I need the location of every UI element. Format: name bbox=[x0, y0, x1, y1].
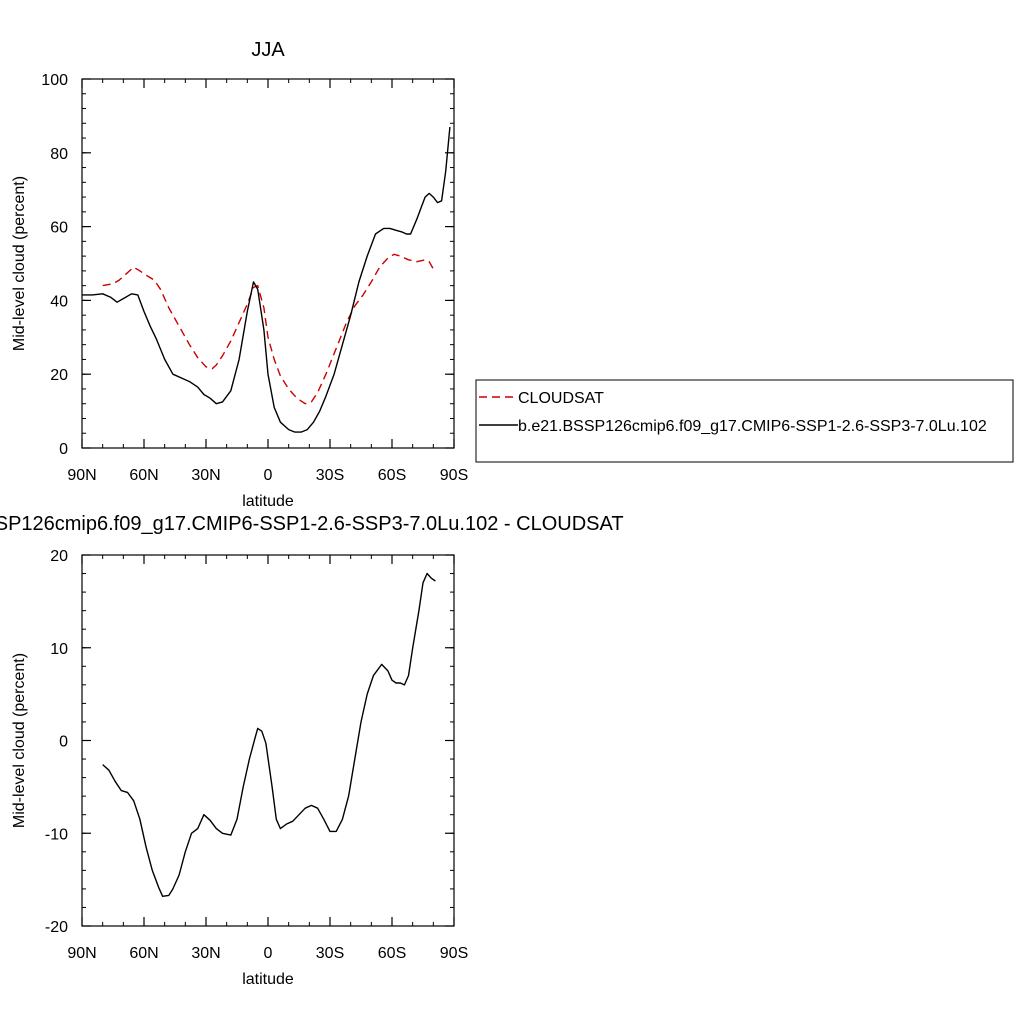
y-axis-label: Mid-level cloud (percent) bbox=[11, 653, 28, 828]
y-tick-label: -10 bbox=[45, 826, 68, 843]
y-tick-label: 100 bbox=[41, 72, 68, 89]
x-tick-label: 60N bbox=[129, 945, 158, 962]
x-tick-label: 30N bbox=[191, 467, 220, 484]
y-tick-label: 80 bbox=[50, 146, 68, 163]
legend-box bbox=[475, 379, 1014, 463]
x-tick-label: 0 bbox=[264, 945, 273, 962]
x-tick-label: 0 bbox=[264, 467, 273, 484]
plot-frame bbox=[81, 554, 455, 927]
y-tick-label: 20 bbox=[50, 367, 68, 384]
legend-entry: CLOUDSAT bbox=[518, 390, 604, 407]
x-axis-label: latitude bbox=[242, 493, 294, 510]
x-tick-label: 30N bbox=[191, 945, 220, 962]
x-tick-label: 90S bbox=[440, 945, 468, 962]
y-tick-label: 10 bbox=[50, 641, 68, 658]
x-tick-label: 60N bbox=[129, 467, 158, 484]
legend-entry: b.e21.BSSP126cmip6.f09_g17.CMIP6-SSP1-2.… bbox=[518, 418, 987, 435]
chart-panel-1: 90N 60N 30N 0 30S 60S 90S 0 20 40 60 80 100 JJA latitu… bbox=[11, 39, 1014, 510]
x-tick-label: 90N bbox=[67, 945, 96, 962]
chart-panel-2: 90N 60N 30N 0 30S 60S 90S -20 -10 0 10 20 b.e21.BSSP… bbox=[0, 513, 624, 988]
chart-title: b.e21.BSSP126cmip6.f09_g17.CMIP6-SSP1-2.… bbox=[0, 513, 624, 535]
series-line-2 bbox=[82, 126, 451, 433]
chart-title: JJA bbox=[251, 39, 285, 61]
x-tick-label: 30S bbox=[316, 467, 344, 484]
x-axis-label: latitude bbox=[242, 971, 294, 988]
series-line-1 bbox=[102, 253, 434, 405]
y-tick-label: 40 bbox=[50, 293, 68, 310]
legend: CLOUDSAT b.e21.BSSP126cmip6.f09_g17.CMIP6… bbox=[475, 379, 1014, 463]
y-tick-label: 0 bbox=[59, 734, 68, 751]
x-tick-label: 30S bbox=[316, 945, 344, 962]
x-tick-label: 90N bbox=[67, 467, 96, 484]
series-line-1 bbox=[102, 572, 436, 897]
plot-frame bbox=[81, 78, 455, 449]
x-tick-label: 60S bbox=[378, 945, 406, 962]
y-tick-label: 20 bbox=[50, 548, 68, 565]
x-tick-label: 90S bbox=[440, 467, 468, 484]
y-tick-label: -20 bbox=[45, 919, 68, 936]
x-tick-label: 60S bbox=[378, 467, 406, 484]
y-tick-label: 60 bbox=[50, 220, 68, 237]
y-tick-label: 0 bbox=[59, 441, 68, 458]
y-axis-label: Mid-level cloud (percent) bbox=[11, 176, 28, 351]
